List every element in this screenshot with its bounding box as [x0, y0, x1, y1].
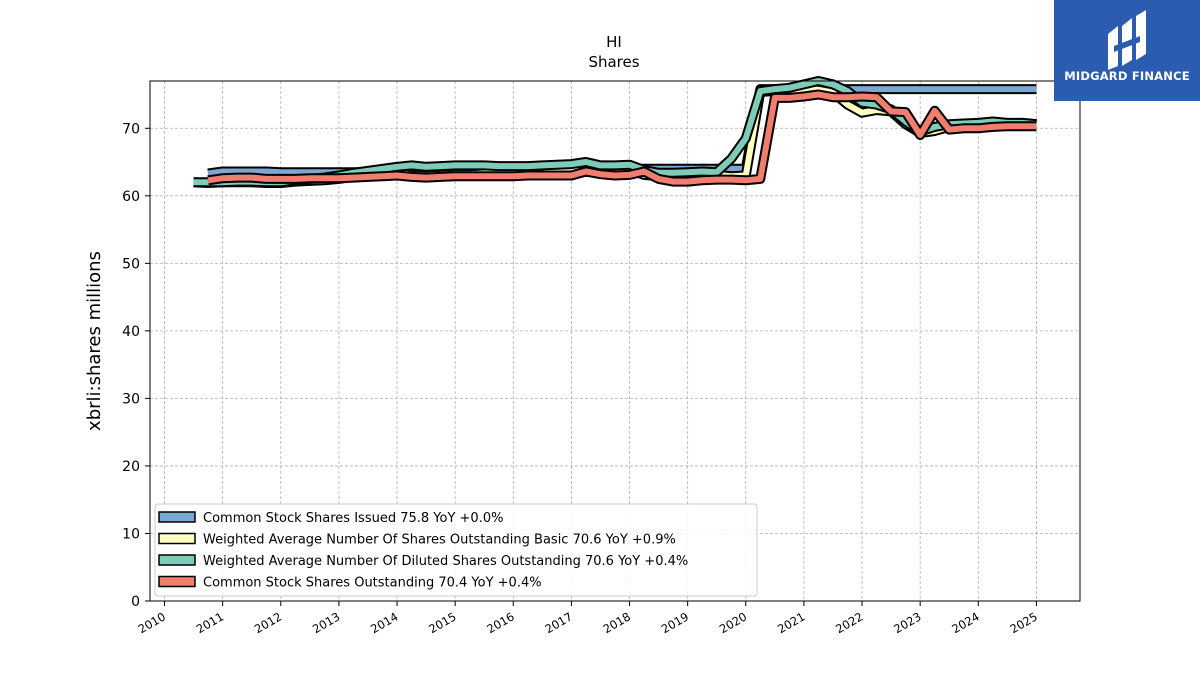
series-group-item — [207, 89, 1037, 187]
y-tick-label: 20 — [122, 459, 140, 475]
legend-label: Weighted Average Number Of Diluted Share… — [203, 554, 688, 569]
x-tick-label: 2010 — [136, 609, 168, 636]
x-tick-label: 2018 — [601, 609, 633, 636]
y-tick-label: 60 — [122, 189, 140, 205]
x-tick-label: 2016 — [484, 609, 516, 636]
x-tick-label: 2012 — [252, 609, 284, 636]
y-tick-label: 40 — [122, 324, 140, 340]
legend-swatch — [158, 554, 196, 566]
legend: Common Stock Shares Issued 75.8 YoY +0.0… — [154, 503, 758, 597]
logo-text: MIDGARD FINANCE — [1064, 69, 1190, 83]
x-tick-label: 2024 — [949, 609, 981, 636]
x-tick-label: 2022 — [833, 609, 865, 636]
x-tick-label: 2023 — [891, 609, 923, 636]
x-tick-label: 2019 — [659, 609, 691, 636]
x-tick-label: 2017 — [543, 609, 575, 636]
y-axis-label: xbrli:shares millions — [84, 251, 105, 431]
y-tick-label: 10 — [122, 526, 140, 542]
x-tick-label: 2025 — [1008, 609, 1040, 636]
legend-label: Weighted Average Number Of Shares Outsta… — [203, 533, 676, 548]
legend-label: Common Stock Shares Issued 75.8 YoY +0.0… — [203, 511, 503, 526]
legend-box — [154, 503, 758, 597]
y-tick-label: 50 — [122, 256, 140, 272]
legend-swatch — [158, 511, 196, 523]
series-line — [207, 91, 1037, 185]
x-tick-label: 2013 — [310, 609, 342, 636]
y-tick-label: 30 — [122, 391, 140, 407]
x-tick-label: 2020 — [717, 609, 749, 636]
chart-subtitle: Shares — [588, 53, 639, 71]
y-tick-label: 70 — [122, 121, 140, 137]
x-tick-label: 2011 — [194, 609, 226, 636]
x-tick-label: 2015 — [426, 609, 458, 636]
logo-mark-icon — [1108, 10, 1146, 70]
y-tick-label: 0 — [131, 594, 140, 610]
x-tick-label: 2014 — [368, 609, 400, 636]
legend-swatch — [158, 532, 196, 545]
legend-swatch — [158, 575, 196, 588]
x-tick-label: 2021 — [775, 609, 807, 636]
legend-label: Common Stock Shares Outstanding 70.4 YoY… — [203, 576, 542, 591]
chart-title: HI — [606, 33, 622, 51]
brand-logo: MIDGARD FINANCE — [1054, 0, 1200, 101]
plot-frame — [149, 80, 1081, 602]
series-group — [193, 76, 1037, 188]
